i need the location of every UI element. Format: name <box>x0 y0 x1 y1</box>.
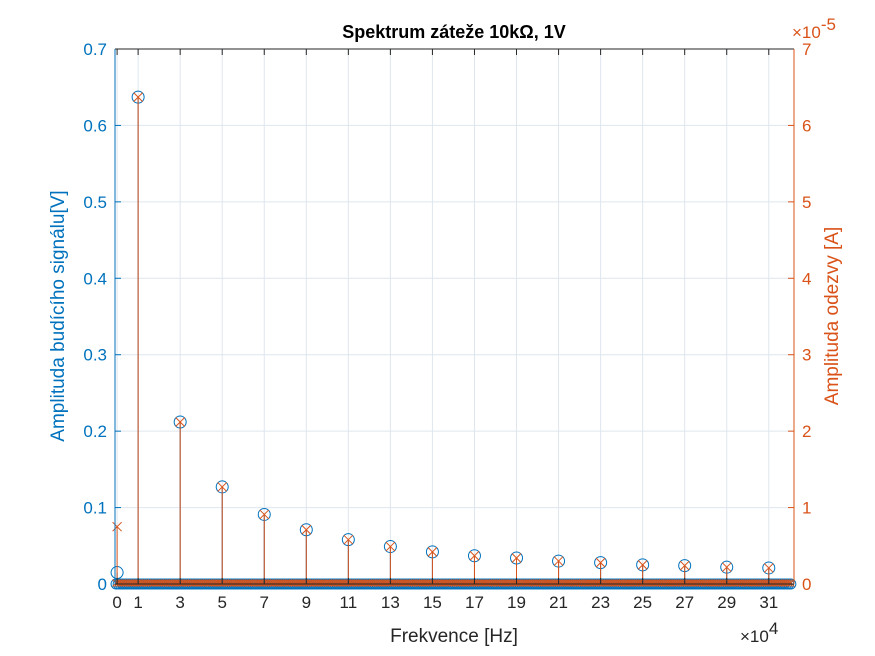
right-tick-label: 6 <box>802 116 811 135</box>
right-tick-label: 5 <box>802 193 811 212</box>
baseline-x-marker-b <box>784 579 793 587</box>
x-tick-label: 9 <box>302 593 311 612</box>
baseline-x-marker-b <box>786 579 795 587</box>
right-multiplier-base: ×10 <box>792 23 821 42</box>
right-stem-marker-b <box>175 417 186 427</box>
left-tick-label: 0.1 <box>83 499 107 518</box>
x-tick-label: 27 <box>675 593 694 612</box>
right-stem-marker-b <box>763 563 774 573</box>
x-axis-label: Frekvence [Hz] <box>390 626 518 647</box>
right-stem-marker-b <box>679 560 690 571</box>
x-tick-label: 21 <box>549 593 568 612</box>
x-tick-label: 17 <box>465 593 484 612</box>
x-multiplier: ×104 <box>740 619 778 646</box>
right-stem-marker-b <box>637 560 648 570</box>
right-stem-marker-b <box>217 482 228 492</box>
left-tick-label: 0 <box>98 575 107 594</box>
chart-title: Spektrum záteže 10kΩ, 1V <box>342 22 566 42</box>
x-tick-label: 13 <box>381 593 400 612</box>
plot-area <box>115 49 794 584</box>
right-stem-marker-b <box>133 92 143 103</box>
x-multiplier-exponent: 4 <box>769 619 778 638</box>
x-tick-label: 5 <box>217 593 226 612</box>
x-tick-label: 31 <box>759 593 778 612</box>
right-stem-marker-b <box>343 534 354 545</box>
x-tick-label: 25 <box>633 593 652 612</box>
right-tick-label: 1 <box>802 499 811 518</box>
x-tick-label: 15 <box>423 593 442 612</box>
right-stem-marker-b <box>427 547 438 557</box>
left-tick-label: 0.7 <box>83 40 107 59</box>
x-tick-label: 7 <box>260 593 269 612</box>
left-axis-label: Amplituda budícího signálu[V] <box>48 190 69 441</box>
right-stem-marker-b <box>112 521 122 532</box>
right-tick-label: 0 <box>802 575 811 594</box>
x-tick-label: 23 <box>591 593 610 612</box>
right-tick-label: 7 <box>802 40 811 59</box>
left-tick-label: 0.5 <box>83 193 107 212</box>
axes <box>114 48 795 585</box>
x-tick-label: 1 <box>133 593 142 612</box>
x-tick-label: 11 <box>340 593 358 612</box>
labels: Spektrum záteže 10kΩ, 1V Frekvence [Hz] … <box>48 15 843 647</box>
right-multiplier-exponent: -5 <box>821 15 836 34</box>
x-tick-label: 3 <box>175 593 184 612</box>
right-stem-marker-b <box>469 550 480 561</box>
left-tick-label: 0.6 <box>83 116 107 135</box>
left-tick-label: 0.4 <box>83 269 107 288</box>
right-stem-marker-b <box>385 541 396 552</box>
right-multiplier: ×10-5 <box>792 15 836 42</box>
right-stem-marker-b <box>259 509 270 520</box>
x-tick-label: 0 <box>112 593 121 612</box>
right-stem-marker-b <box>301 524 312 535</box>
right-stem-marker-b <box>553 556 564 566</box>
right-tick-label: 3 <box>802 346 811 365</box>
left-tick-label: 0.2 <box>83 422 107 441</box>
left-tick-label: 0.3 <box>83 346 107 365</box>
right-axis-label: Amplituda odezvy [A] <box>822 227 843 405</box>
x-tick-label: 29 <box>717 593 736 612</box>
right-tick-label: 2 <box>802 422 811 441</box>
x-tick-label: 19 <box>507 593 526 612</box>
right-tick-label: 4 <box>802 269 811 288</box>
right-stem-marker-b <box>721 562 732 573</box>
x-multiplier-base: ×10 <box>740 627 769 646</box>
right-stem-marker-b <box>595 557 606 568</box>
grid <box>115 48 794 585</box>
right-stem-marker-b <box>511 553 522 563</box>
